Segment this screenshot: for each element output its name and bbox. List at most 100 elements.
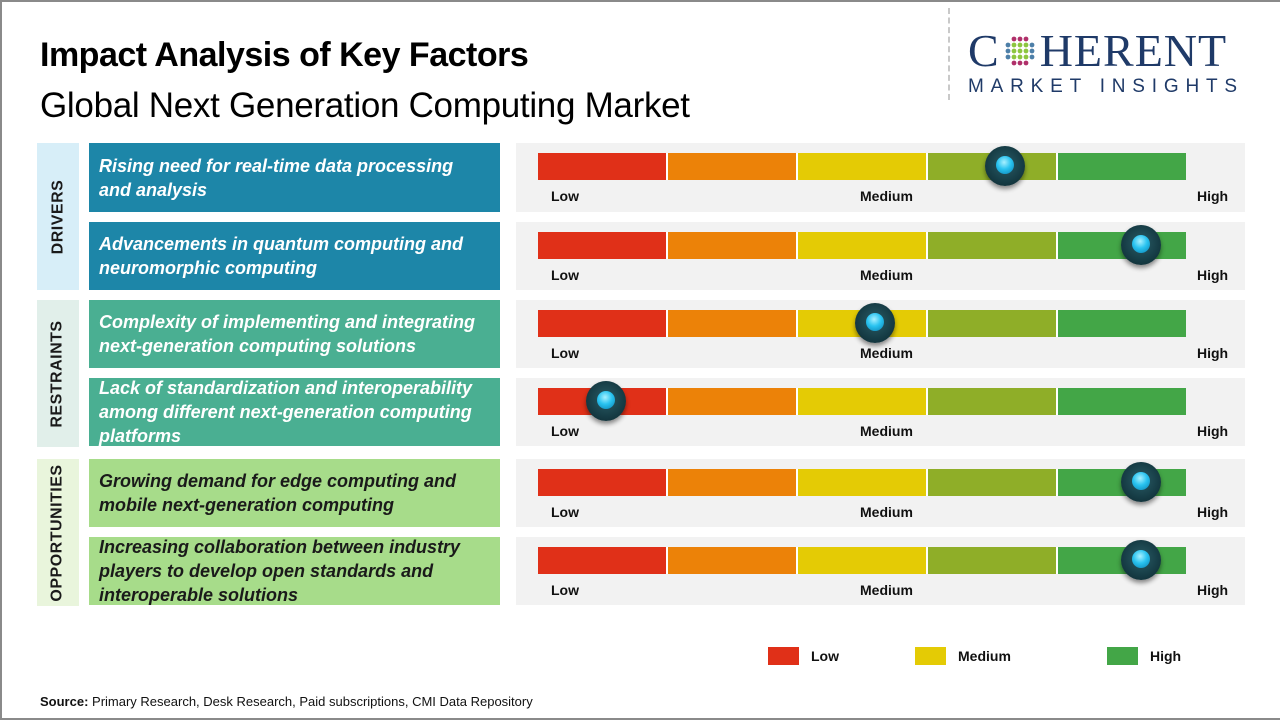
legend-item-low: Low bbox=[768, 647, 839, 665]
scale-label-med: Medium bbox=[860, 423, 913, 439]
legend-item-high: High bbox=[1107, 647, 1181, 665]
legend-swatch-medium bbox=[915, 647, 946, 665]
scale-label-low: Low bbox=[551, 267, 579, 283]
globe-dot bbox=[1023, 36, 1029, 42]
scale-segment-2 bbox=[668, 469, 798, 496]
impact-gauge-restraints-2: Low Medium High bbox=[516, 378, 1245, 446]
scale-segment-3 bbox=[798, 232, 928, 259]
globe-dot bbox=[1005, 54, 1011, 60]
scale-label-high: High bbox=[1197, 345, 1229, 361]
globe-dot bbox=[1023, 42, 1029, 48]
page-subtitle: Global Next Generation Computing Market bbox=[40, 86, 690, 125]
globe-dot bbox=[1023, 54, 1029, 60]
scale-segment-2 bbox=[668, 232, 798, 259]
scale-segment-4 bbox=[928, 388, 1058, 415]
scale-segment-3 bbox=[798, 469, 928, 496]
factor-text-drivers-1: Rising need for real-time data processin… bbox=[89, 143, 500, 212]
scale-segment-2 bbox=[668, 310, 798, 337]
impact-gauge-opportunities-1: Low Medium High bbox=[516, 459, 1245, 527]
scale-segment-1 bbox=[538, 547, 668, 574]
globe-dot bbox=[1023, 48, 1029, 54]
globe-dot bbox=[1023, 60, 1029, 66]
scale-label-high: High bbox=[1197, 267, 1229, 283]
scale-segment-5 bbox=[1058, 388, 1186, 415]
scale-segment-5 bbox=[1058, 153, 1186, 180]
scale-label-low: Low bbox=[551, 345, 579, 361]
factor-text-drivers-2: Advancements in quantum computing and ne… bbox=[89, 222, 500, 290]
scale-label-high: High bbox=[1197, 504, 1229, 520]
impact-gauge-drivers-2: Low Medium High bbox=[516, 222, 1245, 290]
factor-text-restraints-1: Complexity of implementing and integrati… bbox=[89, 300, 500, 368]
globe-dot bbox=[1017, 42, 1023, 48]
globe-dot bbox=[1011, 60, 1017, 66]
impact-gauge-restraints-1: Low Medium High bbox=[516, 300, 1245, 368]
company-logo: C HERENT MARKET INSIGHTS bbox=[968, 28, 1263, 98]
scale-label-med: Medium bbox=[860, 582, 913, 598]
scale-label-med: Medium bbox=[860, 188, 913, 204]
impact-marker-knob-icon bbox=[1120, 225, 1161, 265]
scale-segment-4 bbox=[928, 310, 1058, 337]
scale-label-low: Low bbox=[551, 423, 579, 439]
logo-wordmark: C HERENT bbox=[968, 28, 1263, 74]
impact-scale-bar bbox=[538, 388, 1186, 415]
globe-dot bbox=[1017, 60, 1023, 66]
scale-segment-4 bbox=[928, 547, 1058, 574]
impact-scale-bar bbox=[538, 547, 1186, 574]
impact-marker-knob-icon bbox=[1120, 462, 1161, 502]
globe-dot bbox=[1011, 42, 1017, 48]
factor-text-opportunities-1: Growing demand for edge computing and mo… bbox=[89, 459, 500, 527]
impact-marker-knob-icon bbox=[854, 303, 895, 343]
globe-dot bbox=[1029, 48, 1035, 54]
globe-dot bbox=[1017, 36, 1023, 42]
globe-dot bbox=[1029, 42, 1035, 48]
globe-dot bbox=[1017, 48, 1023, 54]
scale-label-high: High bbox=[1197, 423, 1229, 439]
globe-dot bbox=[1005, 48, 1011, 54]
impact-scale-bar bbox=[538, 153, 1186, 180]
globe-dot bbox=[1017, 54, 1023, 60]
globe-dot bbox=[1011, 54, 1017, 60]
category-label-opportunities: OPPORTUNITIES bbox=[37, 459, 79, 606]
legend-item-medium: Medium bbox=[915, 647, 1011, 665]
category-label-drivers: DRIVERS bbox=[37, 143, 79, 290]
impact-marker-knob-icon bbox=[1120, 540, 1161, 580]
scale-segment-3 bbox=[798, 547, 928, 574]
legend-swatch-low bbox=[768, 647, 799, 665]
source-label: Source: bbox=[40, 694, 89, 709]
globe-dot bbox=[1029, 54, 1035, 60]
factor-text-restraints-2: Lack of standardization and interoperabi… bbox=[89, 378, 500, 446]
scale-segment-2 bbox=[668, 388, 798, 415]
scale-segment-1 bbox=[538, 232, 668, 259]
legend-label-medium: Medium bbox=[958, 648, 1011, 664]
logo-letter-c: C bbox=[968, 25, 1000, 76]
globe-dot bbox=[1011, 36, 1017, 42]
factor-text-opportunities-2: Increasing collaboration between industr… bbox=[89, 537, 500, 605]
scale-label-med: Medium bbox=[860, 504, 913, 520]
impact-gauge-opportunities-2: Low Medium High bbox=[516, 537, 1245, 605]
impact-scale-bar bbox=[538, 469, 1186, 496]
source-note: Source: Primary Research, Desk Research,… bbox=[40, 694, 533, 709]
category-name: DRIVERS bbox=[49, 179, 66, 254]
scale-label-low: Low bbox=[551, 582, 579, 598]
scale-label-high: High bbox=[1197, 188, 1229, 204]
legend-swatch-high bbox=[1107, 647, 1138, 665]
impact-marker-knob-icon bbox=[984, 146, 1025, 186]
legend-label-low: Low bbox=[811, 648, 839, 664]
impact-scale-bar bbox=[538, 232, 1186, 259]
scale-label-med: Medium bbox=[860, 345, 913, 361]
scale-label-low: Low bbox=[551, 504, 579, 520]
scale-segment-3 bbox=[798, 153, 928, 180]
globe-dot bbox=[1011, 48, 1017, 54]
logo-letters-herent: HERENT bbox=[1039, 25, 1228, 76]
scale-segment-1 bbox=[538, 153, 668, 180]
globe-dots-icon bbox=[1005, 36, 1035, 66]
impact-gauge-drivers-1: Low Medium High bbox=[516, 143, 1245, 212]
scale-segment-2 bbox=[668, 153, 798, 180]
page-title: Impact Analysis of Key Factors bbox=[40, 36, 529, 74]
scale-label-med: Medium bbox=[860, 267, 913, 283]
scale-segment-3 bbox=[798, 388, 928, 415]
scale-segment-2 bbox=[668, 547, 798, 574]
scale-segment-1 bbox=[538, 469, 668, 496]
logo-tagline: MARKET INSIGHTS bbox=[968, 76, 1244, 97]
source-text: Primary Research, Desk Research, Paid su… bbox=[88, 694, 533, 709]
